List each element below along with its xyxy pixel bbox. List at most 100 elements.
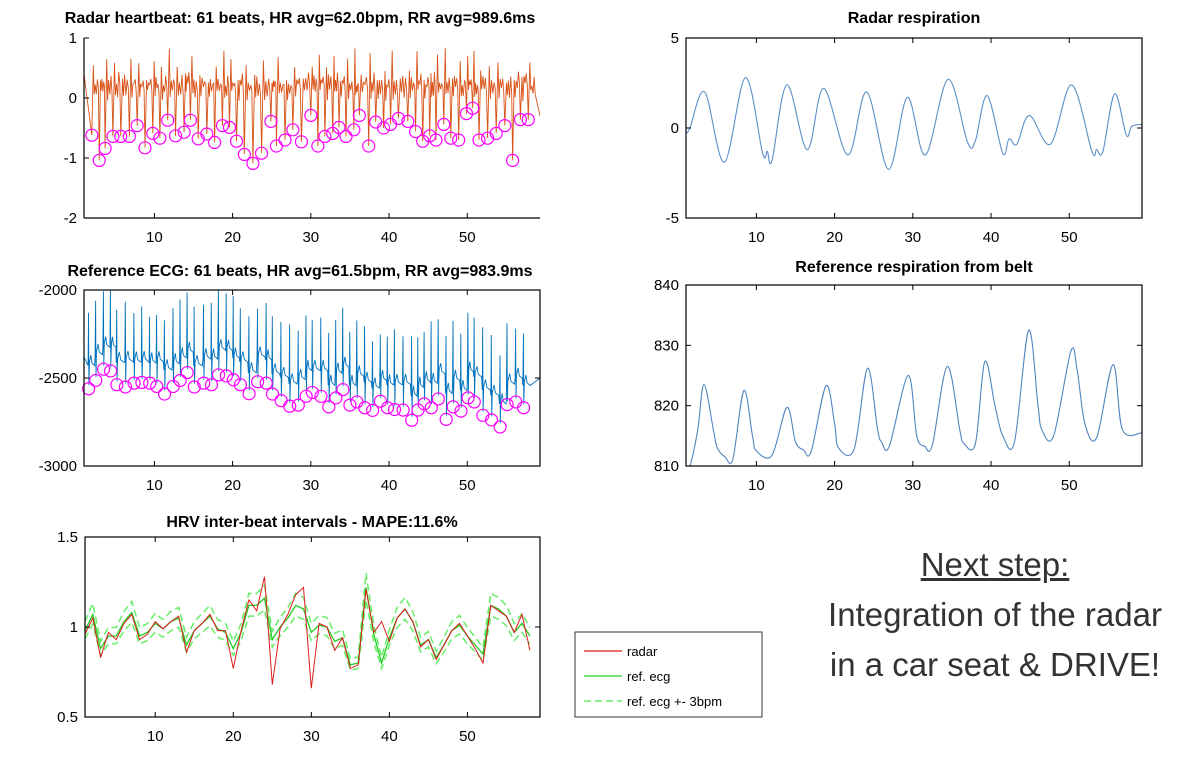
x-tick-label: 50	[1061, 477, 1078, 494]
beat-marker	[322, 400, 336, 414]
beat-marker	[233, 378, 248, 392]
beat-marker	[278, 133, 292, 147]
x-tick-label: 10	[748, 477, 765, 494]
beat-marker	[500, 397, 514, 412]
beat-marker	[376, 121, 391, 135]
x-tick-label: 10	[748, 229, 765, 246]
x-tick-label: 10	[147, 728, 164, 745]
beat-marker	[476, 408, 490, 422]
ecg-signal-line	[84, 290, 540, 424]
radar-line	[85, 576, 531, 689]
reference-ecg-plot: Reference ECG: 61 beats, HR avg=61.5bpm,…	[39, 263, 541, 494]
beat-marker	[304, 108, 318, 123]
beat-marker	[332, 120, 346, 135]
radar-respiration-plot: Radar respiration 10 20 30 40 50 -5 0 5	[666, 10, 1143, 246]
y-tick-label: -3000	[39, 458, 77, 475]
beat-marker	[329, 391, 343, 405]
x-tick-label: 10	[146, 229, 163, 246]
beat-marker	[472, 133, 486, 147]
data-layer	[686, 329, 1142, 466]
beat-marker	[146, 126, 160, 140]
beat-marker	[187, 380, 201, 394]
beat-marker	[85, 128, 99, 142]
y-tick-label: -1	[64, 150, 77, 167]
y-tick-label: 5	[671, 30, 679, 47]
y-tick-label: 820	[654, 398, 679, 415]
axes-box	[84, 536, 541, 718]
beat-marker	[173, 373, 187, 388]
beat-marker	[396, 403, 410, 417]
beat-marker	[180, 365, 194, 380]
beat-marker	[409, 125, 423, 139]
x-tick-label: 50	[459, 477, 476, 494]
beat-marker	[405, 413, 419, 427]
x-tick-label: 30	[904, 229, 921, 246]
ref-ecg-upper-band-line	[85, 572, 531, 660]
y-tick-label: 1	[70, 619, 78, 636]
beat-marker	[444, 131, 458, 145]
beat-marker	[219, 369, 233, 383]
x-tick-label: 50	[459, 728, 476, 745]
beat-marker	[437, 117, 451, 132]
chart-title: Reference ECG: 61 beats, HR avg=61.5bpm,…	[67, 263, 532, 280]
beat-marker	[157, 387, 172, 401]
beat-marker	[343, 398, 357, 412]
beat-marker	[82, 382, 96, 396]
beat-marker	[138, 141, 152, 155]
next-step-text: Next step: Integration of the radar in a…	[790, 540, 1200, 690]
beat-marker	[454, 404, 468, 418]
y-tick-label: 840	[654, 277, 679, 294]
beat-marker	[96, 362, 111, 376]
chart-title: Radar respiration	[848, 10, 980, 27]
beat-marker	[89, 373, 103, 388]
x-tick-label: 20	[826, 229, 843, 246]
x-tick-label: 40	[381, 728, 398, 745]
beat-marker	[135, 375, 149, 389]
next-step-line-1: Integration of the radar	[828, 596, 1162, 633]
legend: radar ref. ecg ref. ecg +- 3bpm	[574, 631, 763, 718]
radar-respiration-line	[686, 77, 1142, 170]
x-tick-label: 50	[1061, 229, 1078, 246]
beat-marker	[493, 420, 507, 434]
reference-respiration-plot: Reference respiration from belt 10 20 30 40 5…	[654, 259, 1143, 494]
beat-marker	[446, 400, 460, 414]
beat-marker	[380, 401, 395, 415]
beat-marker	[118, 380, 133, 394]
beat-marker	[286, 123, 300, 137]
data-layer	[85, 572, 531, 689]
radar-heartbeat-plot: Radar heartbeat: 61 beats, HR avg=62.0bp…	[64, 10, 540, 246]
beat-marker	[484, 413, 499, 427]
beat-marker	[242, 387, 256, 401]
beat-marker	[98, 141, 112, 155]
beat-marker	[103, 364, 118, 378]
beat-marker	[424, 401, 438, 415]
data-layer	[84, 48, 540, 164]
beat-marker	[391, 111, 406, 126]
y-tick-label: 830	[654, 337, 679, 354]
beat-marker	[208, 135, 222, 149]
axes-box	[685, 37, 1143, 219]
beat-marker	[387, 402, 402, 417]
y-tick-label: 1.5	[57, 529, 78, 546]
y-tick-label: 1	[69, 30, 77, 47]
beat-marker	[246, 156, 260, 170]
y-tick-label: -5	[666, 210, 679, 227]
beat-marker	[215, 118, 230, 133]
beat-marker	[153, 131, 167, 145]
heartbeat-signal-line	[84, 48, 540, 164]
beat-marker	[150, 379, 164, 394]
beat-marker	[439, 412, 453, 426]
x-tick-label: 20	[826, 477, 843, 494]
beat-marker	[168, 129, 183, 143]
beat-marker	[265, 387, 280, 401]
x-tick-label: 40	[381, 229, 398, 246]
beat-marker	[516, 401, 531, 415]
data-layer	[84, 290, 540, 424]
beat-marker	[489, 126, 503, 140]
beat-marker	[452, 133, 466, 147]
beat-marker	[264, 114, 278, 129]
beat-marker	[130, 118, 144, 133]
legend-box	[574, 631, 763, 718]
x-tick-label: 20	[224, 229, 241, 246]
x-tick-label: 30	[904, 477, 921, 494]
